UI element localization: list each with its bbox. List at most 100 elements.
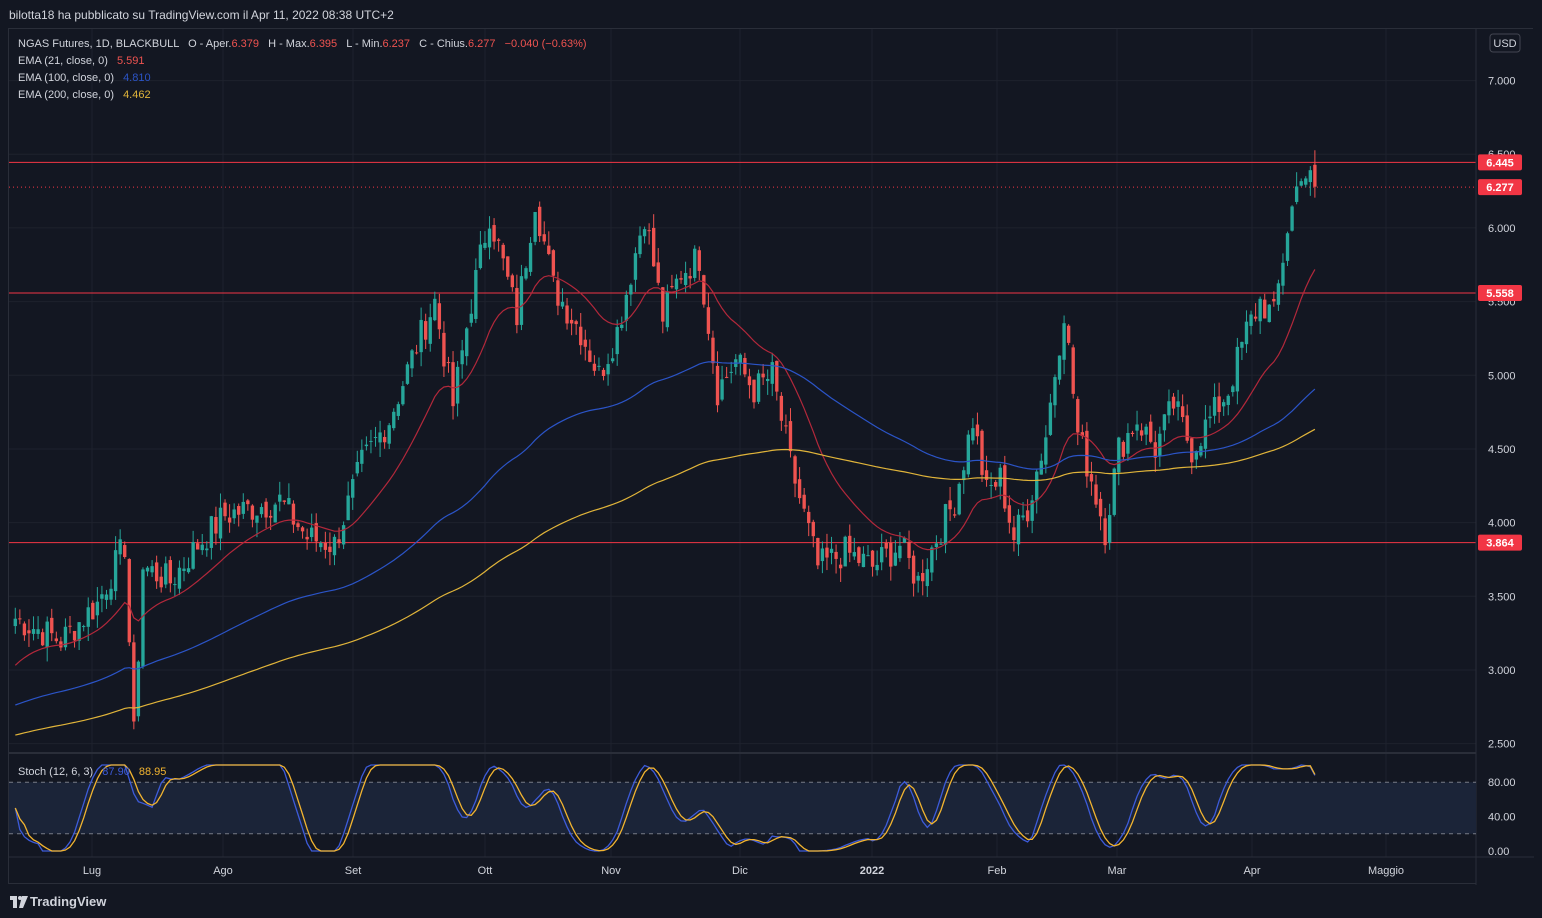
ema100-value: 4.810 [123,72,151,84]
stoch-label: Stoch (12, 6, 3) [18,766,93,778]
candle-body [196,543,200,550]
candle-body [328,546,332,553]
candle-body [866,555,870,557]
candle-body [36,629,40,634]
candle-body [556,280,560,306]
candle-body [424,321,428,340]
candle-body [360,449,364,464]
candle-body [40,632,45,646]
candle-body [369,440,373,442]
candle-body [392,411,396,429]
candle-body [72,630,77,641]
candle-body [629,284,633,295]
candle-body [173,584,177,586]
candle-body [150,566,154,573]
candle-body [911,555,916,584]
candle-body [515,287,519,326]
candle-body [91,602,95,620]
candle-body [300,527,305,532]
svg-text:EMA (21, close, 0) 5.5: EMA (21, close, 0) 5.591 [18,55,144,67]
candle-body [1253,316,1258,319]
candle-body [1121,441,1126,457]
svg-text:Stoch (12, 6, 3) 87.90: Stoch (12, 6, 3) 87.90 88.95 [18,766,166,778]
candle-body [738,354,742,363]
price-tick: 7.000 [1488,76,1516,88]
candle-body [574,321,578,325]
candle-body [232,509,236,519]
candle-body [870,550,875,567]
candle-body [538,206,542,237]
price-tick: 2.500 [1488,739,1516,751]
candle-body [652,227,656,267]
publish-header: bilotta18 ha pubblicato su TradingView.c… [0,0,1542,28]
candle-body [533,212,537,242]
close-label: C - Chius. [419,38,468,50]
stoch-tick: 0.00 [1488,846,1509,858]
price-axis-bg [1476,29,1534,885]
candle-body [724,376,729,378]
candle-body [966,434,970,475]
candle-body [314,523,318,542]
candle-body [998,467,1002,487]
candle-body [82,626,86,628]
candle-body [200,544,204,551]
candle-body [95,601,100,616]
grid-lines [9,29,1476,857]
time-tick: Mar [1108,865,1127,877]
candle-body [1112,468,1116,515]
candle-body [1071,347,1075,394]
stoch-pane: 80.00 40.00 0.00 [9,764,1516,858]
candle-body [1194,450,1198,460]
candle-body [861,553,866,568]
level-label: 3.864 [1486,538,1514,550]
candle-body [1158,433,1162,457]
candle-body [437,303,442,330]
candle-body [123,545,127,558]
candle-body [875,564,879,571]
candle-body [975,424,980,437]
candle-body [642,229,647,237]
candle-body [154,562,159,582]
candle-body [1085,430,1089,477]
candle-body [747,376,752,386]
candle-body [218,507,223,539]
candle-body [984,470,989,480]
price-chart[interactable]: 7.0006.5006.0005.5005.0004.5004.0003.500… [9,29,1534,885]
candle-body [825,547,829,558]
candle-body [1222,402,1226,407]
candle-body [524,268,528,279]
candle-body [1089,474,1094,482]
horizontal-levels [9,161,1476,544]
candle-body [1021,515,1025,518]
candle-body [1249,314,1253,326]
candle-body [109,588,113,600]
candles [13,150,1317,730]
level-label: 5.558 [1486,288,1514,300]
currency-button[interactable] [1489,33,1521,53]
candle-body [268,515,273,518]
candle-body [132,642,136,722]
time-tick: Nov [601,865,621,877]
candle-body [843,536,847,567]
candle-body [510,275,514,288]
candle-body [492,225,496,242]
candle-body [186,568,191,573]
candle-body [583,339,587,347]
ema100-line [15,361,1316,706]
candle-body [246,500,250,505]
candle-body [63,626,68,648]
candle-body [305,536,309,540]
stoch-tick: 40.00 [1488,812,1516,824]
price-tick: 4.000 [1488,518,1516,530]
level-label-bg [1478,154,1522,171]
ema21-label: EMA (21, close, 0) [18,55,108,67]
candle-body [994,482,998,487]
candle-body [519,276,524,325]
candle-body [278,494,282,502]
ema21-value: 5.591 [117,55,145,67]
candle-body [1094,484,1098,505]
candle-body [287,498,291,505]
candle-body [834,551,838,559]
candle-body [337,539,341,544]
chart-frame[interactable]: 7.0006.5006.0005.5005.0004.5004.0003.500… [8,28,1534,885]
